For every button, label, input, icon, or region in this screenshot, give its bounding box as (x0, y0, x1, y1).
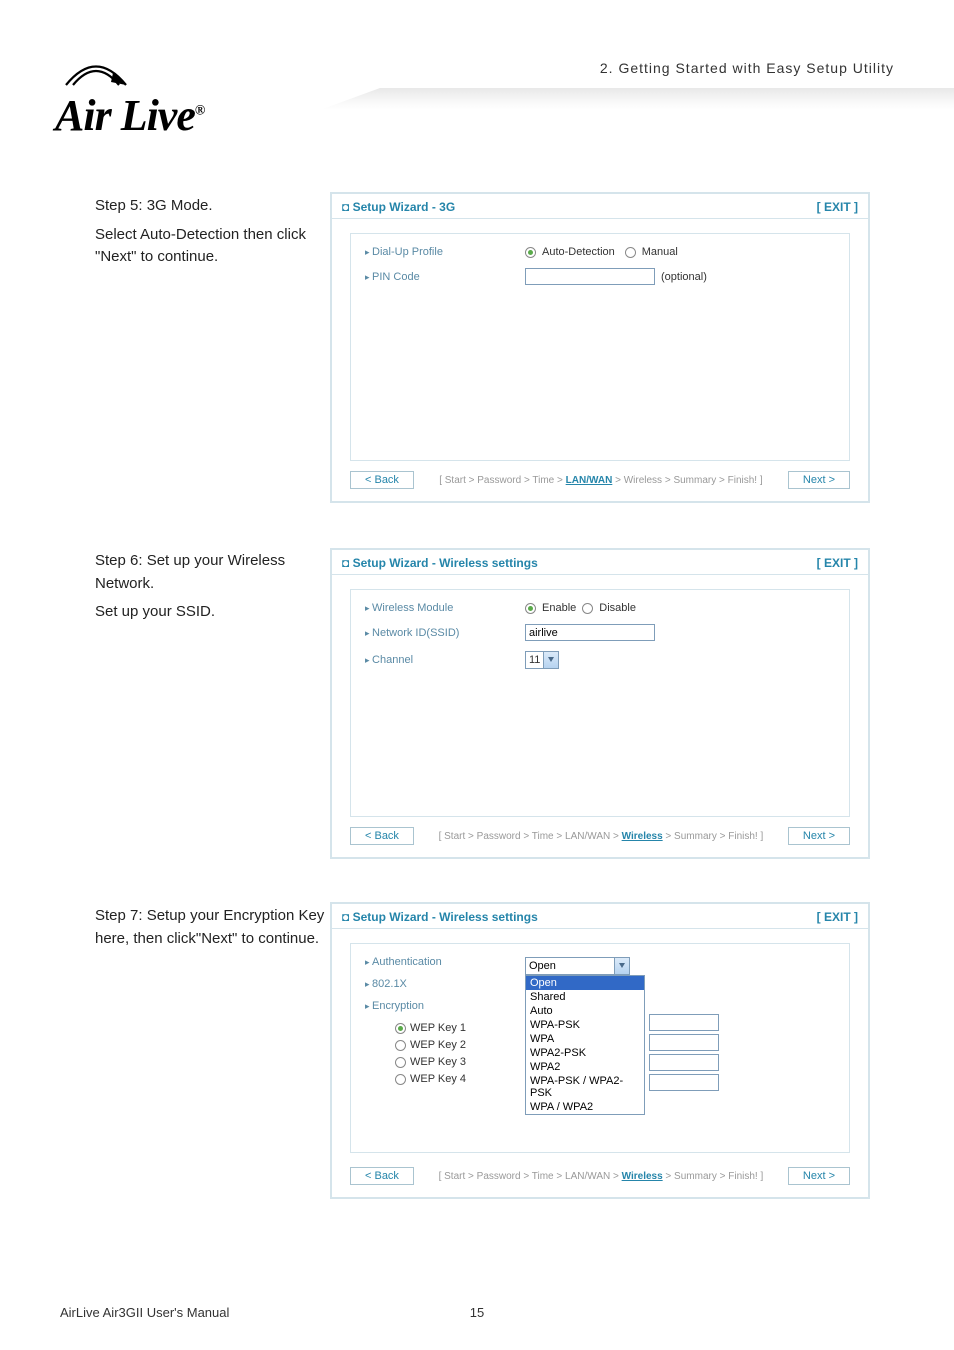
chapter-heading: 2. Getting Started with Easy Setup Utili… (600, 60, 894, 76)
step7-panel: ◘ Setup Wizard - Wireless settings [ EXI… (330, 902, 870, 1199)
step5-text: Step 5: 3G Mode. Select Auto-Detection t… (95, 195, 325, 269)
manual-radio[interactable] (625, 247, 636, 258)
back-button[interactable]: < Back (350, 827, 414, 845)
auth-dropdown[interactable]: Open Shared Auto WPA-PSK WPA WPA2-PSK WP… (525, 975, 645, 1115)
auth-select[interactable]: Open (525, 957, 630, 975)
wep1-radio[interactable] (395, 1023, 406, 1034)
exit-link[interactable]: [ EXIT ] (817, 556, 858, 570)
exit-link[interactable]: [ EXIT ] (817, 200, 858, 214)
step7-text: Step 7: Setup your Encryption Key here, … (95, 905, 325, 950)
next-button[interactable]: Next > (788, 471, 850, 489)
channel-label: Channel (365, 654, 525, 666)
manual-title: AirLive Air3GII User's Manual (60, 1305, 229, 1320)
breadcrumb: [ Start > Password > Time > LAN/WAN > Wi… (422, 831, 780, 842)
wep3-input[interactable] (649, 1054, 719, 1071)
page-footer: AirLive Air3GII User's Manual 15 (60, 1305, 894, 1320)
ssid-label: Network ID(SSID) (365, 627, 525, 639)
module-label: Wireless Module (365, 602, 525, 614)
header-gradient (320, 88, 954, 110)
panel-title: ◘ Setup Wizard - Wireless settings (342, 910, 538, 924)
dialup-label: Dial-Up Profile (365, 246, 525, 258)
wep1-input[interactable] (649, 1014, 719, 1031)
auth-label: Authentication (365, 956, 525, 968)
wep2-radio[interactable] (395, 1040, 406, 1051)
disable-radio[interactable] (582, 603, 593, 614)
pin-label: PIN Code (365, 271, 525, 283)
breadcrumb: [ Start > Password > Time > LAN/WAN > Wi… (422, 475, 780, 486)
enc-label: Encryption (365, 1000, 525, 1012)
pin-input[interactable] (525, 268, 655, 285)
enable-radio[interactable] (525, 603, 536, 614)
ssid-input[interactable] (525, 624, 655, 641)
back-button[interactable]: < Back (350, 1167, 414, 1185)
page-number: 15 (470, 1305, 484, 1320)
channel-select[interactable]: 11 (525, 651, 559, 669)
step6-panel: ◘ Setup Wizard - Wireless settings [ EXI… (330, 548, 870, 859)
breadcrumb: [ Start > Password > Time > LAN/WAN > Wi… (422, 1171, 780, 1182)
next-button[interactable]: Next > (788, 1167, 850, 1185)
back-button[interactable]: < Back (350, 471, 414, 489)
dot1x-label: 802.1X (365, 978, 525, 990)
next-button[interactable]: Next > (788, 827, 850, 845)
wep2-input[interactable] (649, 1034, 719, 1051)
exit-link[interactable]: [ EXIT ] (817, 910, 858, 924)
wep3-radio[interactable] (395, 1057, 406, 1068)
step6-text: Step 6: Set up your Wireless Network. Se… (95, 550, 325, 624)
auto-radio[interactable] (525, 247, 536, 258)
step5-panel: ◘ Setup Wizard - 3G [ EXIT ] Dial-Up Pro… (330, 192, 870, 503)
panel-title: ◘ Setup Wizard - 3G (342, 200, 455, 214)
panel-title: ◘ Setup Wizard - Wireless settings (342, 556, 538, 570)
wep4-input[interactable] (649, 1074, 719, 1091)
wep4-radio[interactable] (395, 1074, 406, 1085)
airlive-logo: Air Live® (55, 60, 275, 141)
